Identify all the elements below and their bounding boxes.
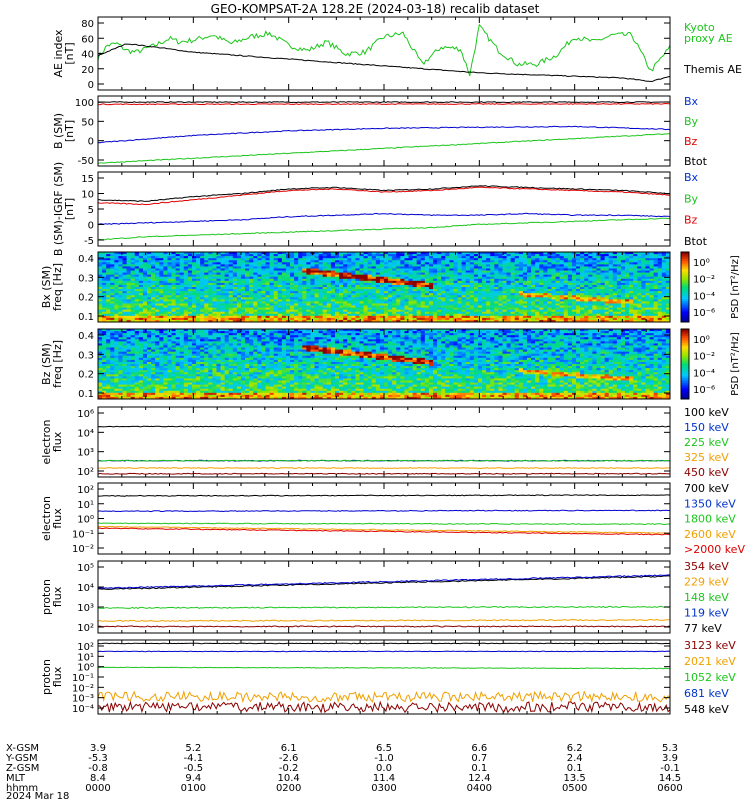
legend-entry: Themis AE bbox=[683, 63, 742, 76]
y-axis-label-line: [nT] bbox=[63, 198, 76, 220]
y-tick-label: 40 bbox=[81, 50, 94, 61]
y-tick-label: 0 bbox=[88, 137, 94, 148]
series-line bbox=[98, 134, 670, 164]
series-line bbox=[98, 44, 670, 81]
legend-entry: proxy AE bbox=[684, 32, 733, 45]
y-tick-label: 20 bbox=[81, 65, 94, 76]
legend-entry: Bz bbox=[684, 135, 698, 148]
series-line bbox=[98, 126, 670, 143]
y-tick-label: -50 bbox=[78, 156, 94, 167]
y-axis-label: B (SM)-IGRF (SM)[nT] bbox=[52, 162, 76, 256]
y-axis-label: AE index[nT] bbox=[52, 29, 76, 78]
panel-frame bbox=[98, 17, 670, 90]
series-line bbox=[98, 213, 670, 224]
panel-frame bbox=[98, 96, 670, 166]
series-line bbox=[98, 186, 670, 202]
panel-frame bbox=[98, 172, 670, 246]
y-tick-label: 10 bbox=[81, 190, 94, 201]
legend-entry: Btot bbox=[684, 155, 708, 168]
y-tick-label: 60 bbox=[81, 34, 94, 45]
legend-entry: Bx bbox=[684, 171, 699, 184]
y-tick-label: 5 bbox=[88, 205, 94, 216]
y-tick-label: -5 bbox=[84, 236, 94, 247]
y-tick-label: 0 bbox=[88, 80, 94, 91]
y-axis-label: B (SM)[nT] bbox=[52, 113, 76, 149]
series-line bbox=[98, 104, 670, 105]
legend-entry: By bbox=[684, 115, 699, 128]
legend-entry: By bbox=[684, 192, 699, 205]
y-axis-label-line: [nT] bbox=[63, 42, 76, 64]
y-axis-label-line: [nT] bbox=[63, 120, 76, 142]
plot-title: GEO-KOMPSAT-2A 128.2E (2024-03-18) recal… bbox=[211, 2, 540, 16]
y-tick-label: 15 bbox=[81, 174, 94, 185]
legend-entry: Btot bbox=[684, 235, 708, 248]
series-line bbox=[98, 25, 670, 76]
legend-entry: Bx bbox=[684, 95, 699, 108]
y-tick-label: 50 bbox=[81, 117, 94, 128]
y-tick-label: 100 bbox=[75, 98, 94, 109]
y-tick-label: 80 bbox=[81, 19, 94, 30]
legend-entry: Bz bbox=[684, 214, 698, 227]
y-tick-label: 0 bbox=[88, 221, 94, 232]
